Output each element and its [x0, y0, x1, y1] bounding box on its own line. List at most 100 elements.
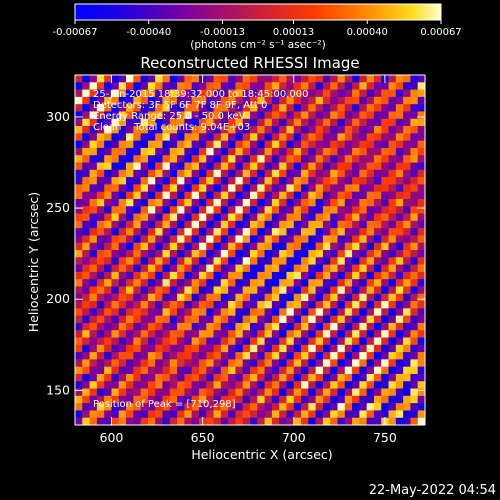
- heatmap-cell: [330, 250, 338, 258]
- heatmap-cell: [228, 301, 236, 309]
- heatmap-cell: [104, 250, 112, 258]
- heatmap: [75, 75, 425, 425]
- heatmap-cell: [359, 366, 368, 375]
- heatmap-cell: [228, 82, 236, 90]
- heatmap-cell: [213, 279, 222, 287]
- heatmap-cell: [111, 133, 120, 142]
- heatmap-cell: [126, 140, 134, 149]
- heatmap-cell: [322, 169, 331, 178]
- heatmap-cell: [206, 381, 214, 389]
- heatmap-cell: [352, 118, 360, 127]
- heatmap-cell: [257, 308, 265, 317]
- heatmap-cell: [271, 250, 280, 258]
- heatmap-cell: [118, 133, 127, 142]
- heatmap-cell: [352, 352, 360, 360]
- heatmap-cell: [133, 352, 142, 360]
- heatmap-cell: [264, 155, 273, 163]
- heatmap-cell: [271, 330, 280, 338]
- heatmap-cell: [366, 213, 375, 222]
- heatmap-cell: [104, 104, 112, 112]
- heatmap-cell: [162, 315, 171, 324]
- heatmap-cell: [381, 155, 389, 163]
- heatmap-cell: [220, 198, 229, 207]
- heatmap-cell: [410, 169, 419, 178]
- heatmap-cell: [242, 162, 251, 171]
- heatmap-cell: [373, 403, 382, 411]
- heatmap-cell: [308, 75, 317, 83]
- heatmap-cell: [344, 75, 353, 83]
- heatmap-cell: [301, 301, 309, 309]
- heatmap-cell: [82, 206, 90, 214]
- heatmap-cell: [162, 147, 171, 156]
- heatmap-cell: [366, 162, 375, 171]
- heatmap-cell: [279, 82, 287, 90]
- heatmap-cell: [191, 220, 200, 229]
- heatmap-cell: [206, 162, 214, 171]
- heatmap-cell: [75, 104, 83, 112]
- heatmap-cell: [220, 184, 229, 193]
- heatmap-cell: [89, 96, 98, 105]
- heatmap-cell: [89, 286, 98, 295]
- heatmap-cell: [147, 213, 156, 222]
- heatmap-cell: [308, 228, 317, 236]
- heatmap-cell: [220, 235, 229, 244]
- heatmap-cell: [395, 111, 404, 120]
- heatmap-cell: [308, 293, 317, 302]
- heatmap-cell: [133, 242, 142, 251]
- heatmap-cell: [111, 228, 120, 236]
- heatmap-cell: [388, 162, 397, 171]
- heatmap-cell: [126, 147, 134, 156]
- heatmap-cell: [96, 206, 105, 214]
- heatmap-cell: [257, 322, 265, 331]
- heatmap-cell: [147, 140, 156, 149]
- heatmap-cell: [352, 184, 360, 193]
- heatmap-cell: [293, 359, 302, 368]
- heatmap-cell: [104, 206, 112, 214]
- heatmap-cell: [228, 322, 236, 331]
- heatmap-cell: [184, 417, 193, 425]
- heatmap-cell: [293, 271, 302, 280]
- heatmap-cell: [169, 264, 178, 273]
- heatmap-cell: [206, 410, 214, 419]
- heatmap-cell: [373, 271, 382, 280]
- heatmap-cell: [330, 330, 338, 338]
- heatmap-cell: [315, 111, 324, 120]
- heatmap-cell: [373, 104, 382, 112]
- heatmap-cell: [213, 417, 222, 425]
- heatmap-cell: [169, 220, 178, 229]
- heatmap-cell: [337, 213, 346, 222]
- heatmap-cell: [111, 417, 120, 425]
- heatmap-cell: [96, 118, 105, 127]
- heatmap-cell: [155, 301, 163, 309]
- heatmap-cell: [359, 228, 368, 236]
- heatmap-cell: [75, 279, 83, 287]
- heatmap-cell: [169, 308, 178, 317]
- heatmap-cell: [82, 140, 90, 149]
- heatmap-cell: [315, 271, 324, 280]
- heatmap-cell: [373, 286, 382, 295]
- heatmap-cell: [366, 177, 375, 185]
- heatmap-cell: [395, 257, 404, 265]
- heatmap-cell: [133, 330, 142, 338]
- heatmap-cell: [417, 75, 425, 83]
- heatmap-cell: [169, 403, 178, 411]
- heatmap-cell: [301, 140, 309, 149]
- heatmap-cell: [220, 301, 229, 309]
- heatmap-cell: [206, 213, 214, 222]
- heatmap-cell: [410, 126, 419, 134]
- heatmap-cell: [89, 395, 98, 404]
- heatmap-cell: [301, 250, 309, 258]
- heatmap-cell: [104, 308, 112, 317]
- heatmap-cell: [133, 213, 142, 222]
- heatmap-cell: [89, 410, 98, 419]
- heatmap-cell: [373, 381, 382, 389]
- heatmap-cell: [133, 264, 142, 273]
- heatmap-cell: [220, 337, 229, 346]
- heatmap-cell: [213, 75, 222, 83]
- heatmap-cell: [242, 228, 251, 236]
- heatmap-cell: [82, 337, 90, 346]
- heatmap-cell: [191, 133, 200, 142]
- heatmap-cell: [89, 162, 98, 171]
- heatmap-cell: [155, 373, 163, 382]
- heatmap-cell: [126, 162, 134, 171]
